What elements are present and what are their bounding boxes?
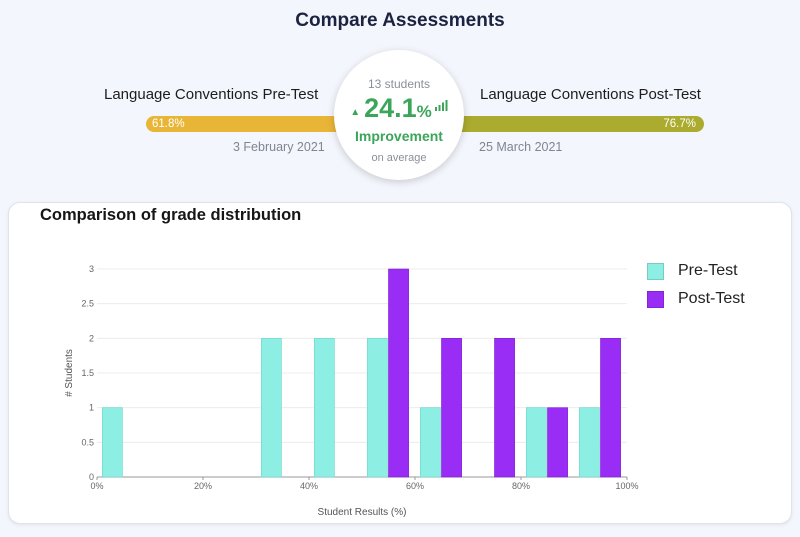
- x-tick-label: 60%: [406, 481, 424, 491]
- pre-test-bar: [578, 407, 600, 478]
- post-test-bar: [600, 338, 621, 478]
- pre-test-score-bar: 61.8%: [146, 116, 376, 132]
- legend-item-post-test[interactable]: Post-Test: [647, 285, 745, 313]
- pre-test-bar: [366, 338, 388, 478]
- improvement-label: Improvement: [355, 128, 443, 144]
- legend-swatch: [647, 290, 664, 308]
- post-test-bar: [441, 338, 462, 478]
- pre-test-bar: [313, 338, 335, 478]
- legend-label: Pre-Test: [678, 262, 738, 279]
- y-tick-label: 2.5: [81, 299, 94, 309]
- y-tick-label: 3: [89, 264, 94, 274]
- improvement-value-row: ▲ 24.1%: [334, 93, 464, 124]
- improvement-sublabel: on average: [371, 152, 427, 164]
- grade-distribution-chart: 0 0.5 1 1.5 2 2.5 3 0% 20% 40% 60% 80% 100% Student R…: [64, 264, 639, 518]
- pre-test-bar: [525, 407, 547, 478]
- y-tick-label: 0: [89, 472, 94, 482]
- chart-legend: Pre-Test Post-Test: [647, 257, 745, 313]
- post-test-name: Language Conventions Post-Test: [480, 86, 701, 103]
- x-tick-label: 0%: [90, 481, 103, 491]
- signal-bars-icon: [434, 100, 448, 111]
- legend-swatch: [647, 262, 664, 280]
- pre-test-score: 61.8%: [152, 118, 185, 130]
- x-tick-label: 40%: [300, 481, 318, 491]
- post-test-score-bar: 76.7%: [424, 116, 704, 132]
- pre-test-bar: [419, 407, 441, 478]
- grade-distribution-card: Comparison of grade distribution 0 0.5 1 1.…: [8, 202, 792, 524]
- pre-test-bar: [102, 407, 123, 478]
- post-test-score: 76.7%: [663, 118, 696, 130]
- card-title: Comparison of grade distribution: [40, 206, 302, 224]
- y-axis-title: # Students: [64, 349, 75, 397]
- post-test-bar: [388, 268, 409, 478]
- y-tick-label: 0.5: [81, 437, 94, 447]
- improvement-unit: %: [416, 102, 432, 121]
- x-tick-label: 80%: [512, 481, 530, 491]
- post-test-bar: [494, 338, 515, 478]
- legend-label: Post-Test: [678, 290, 745, 307]
- student-count: 13 students: [367, 77, 431, 91]
- y-tick-label: 1: [89, 403, 94, 413]
- post-test-bar: [547, 407, 568, 478]
- legend-item-pre-test[interactable]: Pre-Test: [647, 257, 745, 285]
- page-title: Compare Assessments: [295, 10, 505, 31]
- post-test-date: 25 March 2021: [479, 140, 563, 154]
- improvement-summary: 13 students ▲ 24.1% Improvement on averag…: [334, 50, 464, 180]
- improvement-value: 24.1: [364, 93, 417, 123]
- pre-test-name: Language Conventions Pre-Test: [104, 86, 319, 103]
- pre-test-date: 3 February 2021: [233, 140, 325, 154]
- x-tick-label: 20%: [194, 481, 212, 491]
- pre-test-bar: [261, 338, 282, 478]
- y-tick-label: 1.5: [81, 368, 94, 378]
- y-tick-label: 2: [89, 333, 94, 343]
- x-axis-title: Student Results (%): [318, 507, 407, 518]
- x-tick-label: 100%: [615, 481, 638, 491]
- up-arrow-icon: ▲: [350, 107, 361, 119]
